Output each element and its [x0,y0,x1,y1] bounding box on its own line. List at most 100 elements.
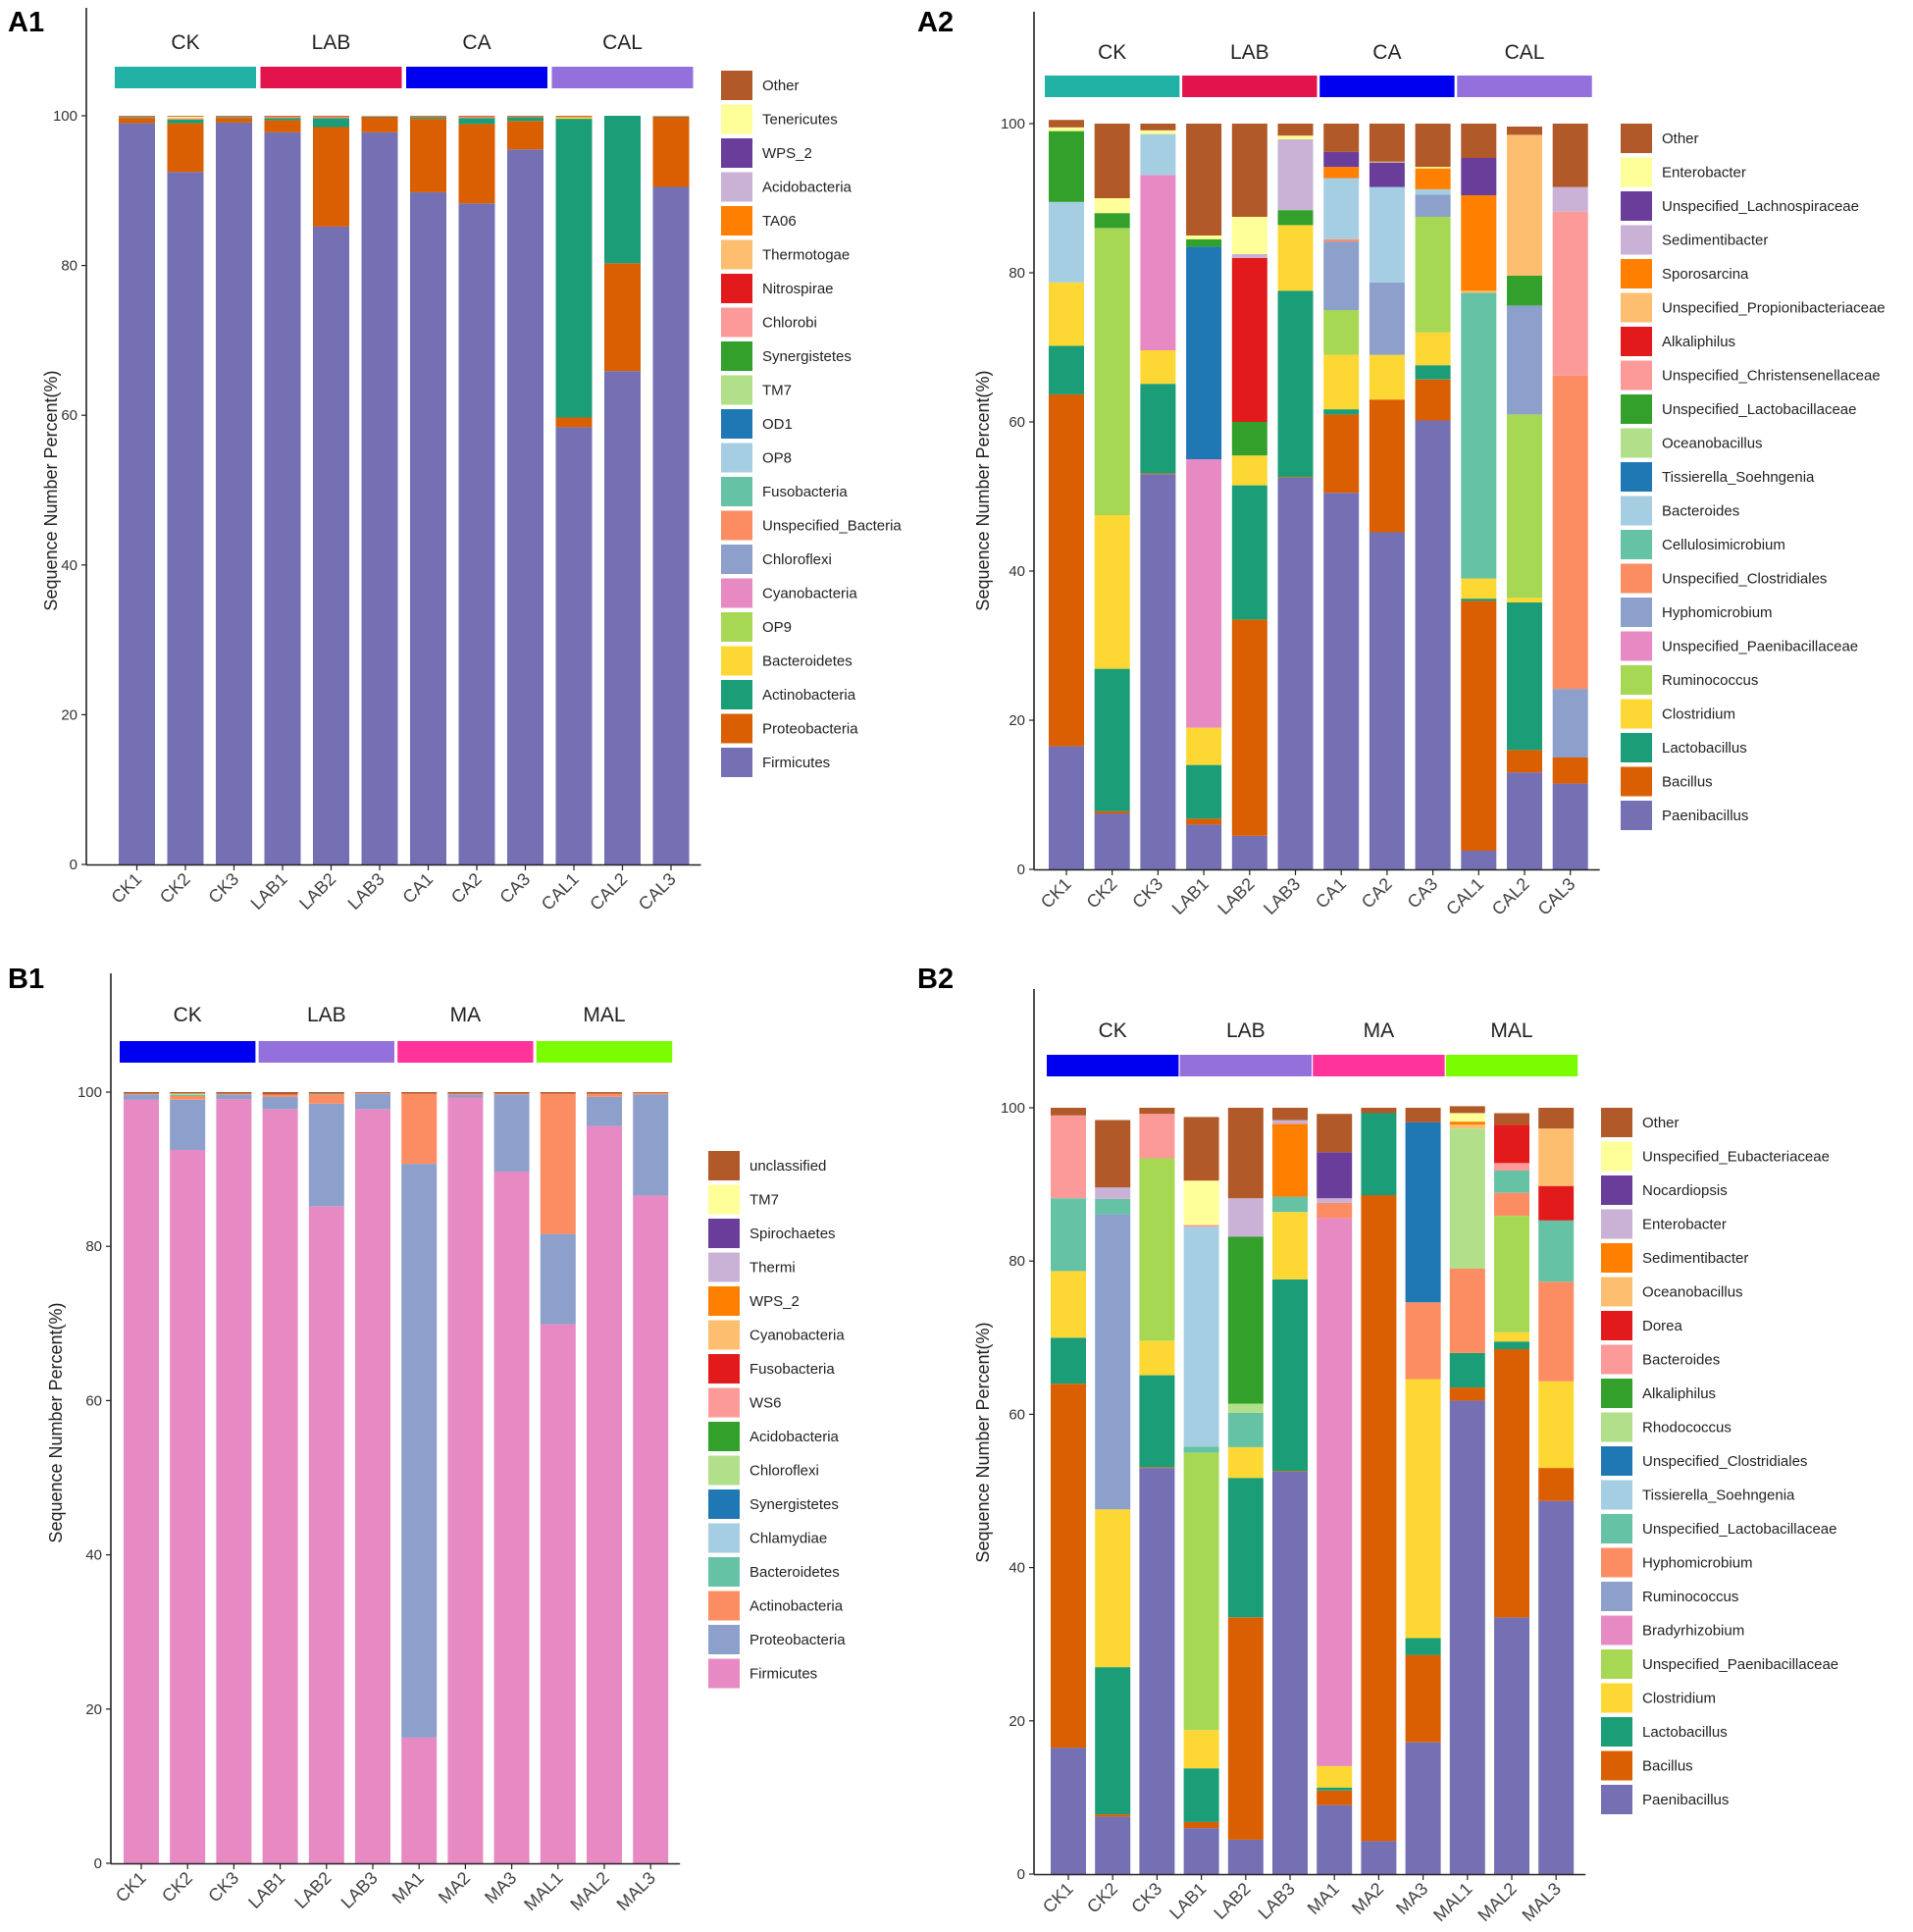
a2-legend-label-unspecified-clostridiales: Unspecified_Clostridiales [1662,571,1827,588]
a2-bar-lab2-bacillus [1231,619,1267,836]
b1-bar-lab1-proteobacteria [262,1096,298,1110]
a1-bar-ca2-actinobacteria [458,118,495,125]
a2-legend-swatch-sporosarcina [1621,259,1652,288]
b2-legend-swatch-ruminococcus [1601,1582,1632,1611]
a2-bar-cal3-sedimentibacter [1552,186,1588,212]
a2-legend-swatch-unspecified-lachnospiraceae [1621,191,1652,221]
b1-bar-ck3-unclassified [216,1092,252,1094]
a1-y-tick-label-40: 40 [61,557,78,574]
b1-legend-label-cyanobacteria: Cyanobacteria [750,1328,845,1344]
a2-bar-ca1-unspecified-lachnospiraceae [1323,151,1360,168]
a1-legend-swatch-nitrospirae [721,274,752,303]
b2-legend-swatch-clostridium [1601,1683,1632,1713]
b2-bar-mal3-dorea [1538,1185,1575,1221]
a1-bar-ca1-other [410,116,446,117]
a1-bar-lab2-other [313,116,349,117]
b2-bar-mal3-oceanobacillus [1538,1128,1575,1186]
a2-bar-lab2-enterobacter [1231,217,1267,254]
a1-bar-ck3-other [216,116,252,117]
b1-legend-label-wps-2: WPS_2 [750,1293,800,1310]
a1-bar-ca1-unspecified-bacteria [410,116,446,118]
b1-legend-label-bacteroidetes: Bacteroidetes [750,1564,840,1581]
a2-bar-cal3-unspecified-christensenellaceae [1552,211,1588,376]
a2-bar-ca1-hyphomicrobium [1323,241,1360,310]
b1-group-bar-ck [120,1041,256,1063]
a2-legend-swatch-paenibacillus [1621,801,1652,830]
b2-bar-mal2-bacteroides [1494,1163,1529,1171]
a2-bar-ca3-ruminococcus [1415,217,1451,333]
b2-bar-ck2-clostridium [1095,1509,1131,1668]
b2-bars [1051,1106,1575,1874]
a1-group-bar-ca [406,67,547,88]
a1-legend-label-acidobacteria: Acidobacteria [762,180,853,196]
a2-bar-lab2-lactobacillus [1231,485,1267,620]
b1-bar-ck1-proteobacteria [124,1094,159,1100]
b2-bar-ma3-lactobacillus [1405,1638,1441,1655]
b1-legend-swatch-chloroflexi [708,1455,740,1486]
a1-y-tick-label-60: 60 [61,407,78,424]
b2-bar-lab3-unspecified-lactobacillaceae [1272,1196,1308,1213]
b2-legend-label-sedimentibacter: Sedimentibacter [1642,1250,1748,1267]
b2-legend-label-nocardiopsis: Nocardiopsis [1642,1182,1728,1199]
a1-bar-ca3-actinobacteria [507,117,543,122]
b2-bar-ck3-clostridium [1139,1340,1175,1376]
a1-bar-lab3-actinobacteria [361,116,398,118]
a2-bar-lab3-paenibacillus [1277,478,1314,869]
a2-bar-ca3-sporosarcina [1415,168,1451,189]
b2-group-bar-mal [1445,1055,1578,1076]
b2-bar-lab1-unspecified-eubacteriaceae [1183,1180,1219,1226]
b2-legend-swatch-enterobacter [1601,1209,1632,1239]
a1-bar-lab3-firmicutes [361,131,398,865]
b1-bar-ma1-proteobacteria [401,1164,438,1738]
b2-y-tick-label-20: 20 [1008,1713,1025,1730]
a1-group-bar-ck [115,67,256,88]
b2-legend-swatch-dorea [1601,1311,1632,1340]
b1-bar-ma2-firmicutes [447,1097,484,1863]
a1-bar-ck2-tenericutes [167,116,204,119]
b1-group-label-ma: MA [450,1004,482,1026]
a1-bar-ck2-unspecified-bacteria [167,118,204,120]
b2-bar-lab3-sedimentibacter [1272,1123,1308,1197]
b2-bar-mal3-clostridium [1538,1381,1575,1469]
b2-legend-label-lactobacillus: Lactobacillus [1642,1724,1728,1741]
a2-bar-ca1-bacillus [1323,414,1360,494]
a2-legend-label-unspecified-lactobacillaceae: Unspecified_Lactobacillaceae [1662,401,1856,418]
a1-bar-cal3-unspecified-bacteria [652,116,690,117]
a1-legend-swatch-tm7 [721,375,752,405]
b1-bar-ma2-unclassified [447,1092,484,1094]
b2-legend-label-other: Other [1642,1115,1680,1131]
a2-legend-swatch-unspecified-christensenellaceae [1621,360,1652,391]
b2-bar-lab3-other [1272,1108,1308,1121]
a2-bar-lab1-bacillus [1186,818,1222,825]
a2-bar-lab3-other [1277,124,1314,136]
b2-legend-label-bacteroides: Bacteroides [1642,1352,1720,1369]
a2-bar-ck2-clostridium [1094,515,1130,669]
a2-group-bar-ca [1319,76,1455,97]
a1-legend-label-cyanobacteria: Cyanobacteria [762,586,857,602]
a1-group-bar-cal [551,67,694,88]
a2-bar-ck1-clostridium [1049,282,1084,346]
b2-group-label-ck: CK [1099,1019,1127,1042]
a2-bar-cal1-unspecified-propionibacteriaceae [1461,290,1497,293]
a2-bar-cal1-bacillus [1461,600,1497,851]
b1-bar-mal2-firmicutes [587,1125,622,1863]
b2-legend-swatch-unspecified-paenibacillaceae [1601,1649,1632,1679]
b1-y-tick-label-100: 100 [78,1084,102,1101]
a1-legend-swatch-od1 [721,409,752,439]
b2-bar-ma1-paenibacillus [1317,1804,1353,1874]
b2-legend-swatch-other [1601,1108,1632,1137]
a1-legend-swatch-proteobacteria [721,713,752,744]
a1-legend-label-tenericutes: Tenericutes [762,112,838,129]
b2-bar-lab1-bacteroides [1183,1225,1219,1227]
a1-bar-ck2-proteobacteria [167,123,204,173]
a1-legend-label-firmicutes: Firmicutes [762,755,830,771]
a2-bar-ck2-unspecified-lactobacillaceae [1094,213,1130,229]
a2-bar-ck1-enterobacter [1049,127,1084,131]
b2-bar-ma1-clostridium [1317,1765,1353,1788]
a2-legend-swatch-unspecified-clostridiales [1621,563,1652,594]
a1-bar-lab1-unspecified-bacteria [264,116,301,119]
b2-bar-ck2-other [1095,1120,1131,1188]
a2-legend-swatch-unspecified-propionibacteriaceae [1621,292,1652,323]
a1-bar-lab1-proteobacteria [264,120,301,132]
a2-legend-swatch-bacillus [1621,766,1652,797]
